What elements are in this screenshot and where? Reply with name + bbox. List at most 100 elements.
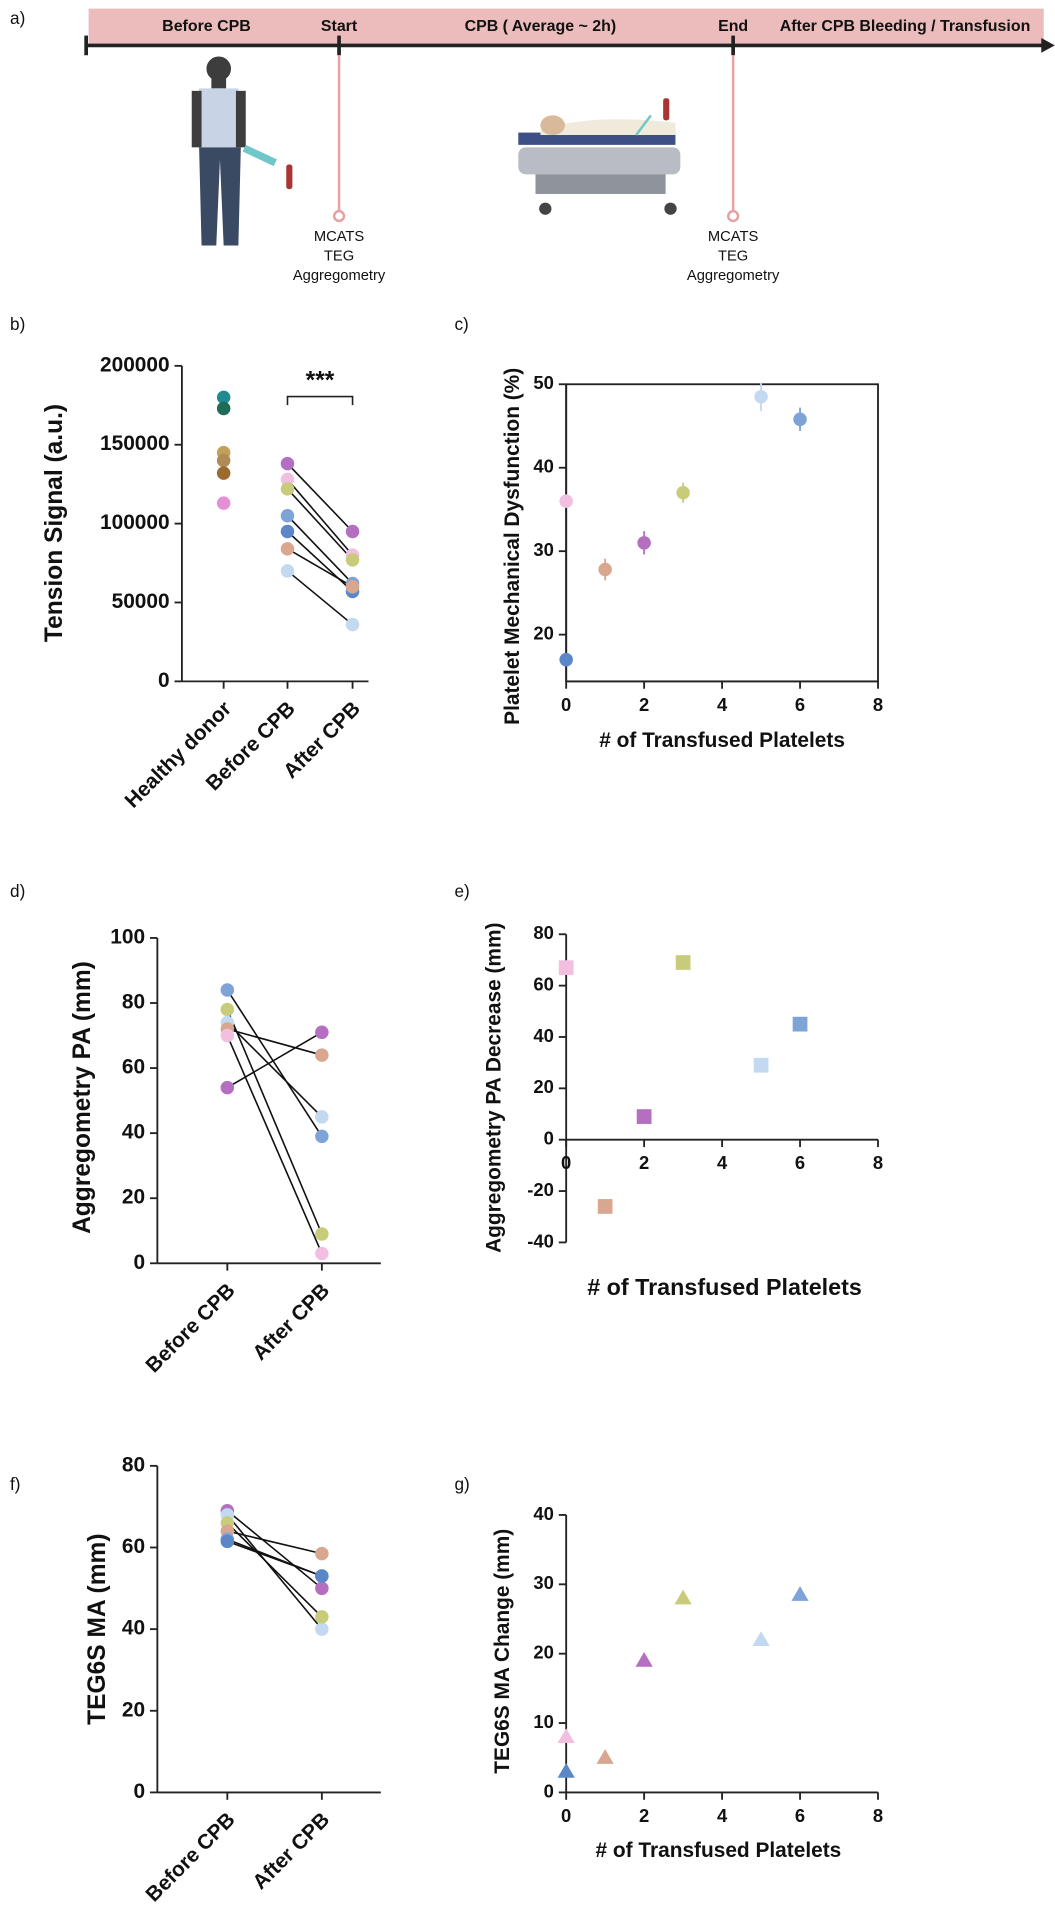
phase-label: CPB ( Average ~ 2h): [465, 18, 617, 35]
point: [315, 1581, 329, 1596]
pair-line: [226, 1522, 323, 1618]
y-tick-label: 40: [533, 1025, 553, 1046]
point: [558, 960, 574, 976]
y-tick-label: 60: [533, 973, 553, 994]
point: [280, 564, 295, 578]
x-tick-label: 2: [639, 1805, 649, 1826]
x-axis-label: # of Transfused Platelets: [599, 729, 845, 752]
test-label: MCATS: [708, 229, 759, 245]
donor-illustration: [191, 56, 293, 246]
point: [216, 401, 231, 416]
panel-label: e): [454, 881, 469, 901]
x-tick-label: 8: [873, 1152, 883, 1173]
point: [345, 617, 360, 632]
point: [559, 494, 573, 508]
x-tick-label: 6: [795, 1152, 805, 1173]
point: [557, 1728, 575, 1744]
significance-bracket: [286, 395, 354, 406]
point: [636, 1109, 652, 1124]
point: [675, 955, 691, 970]
point: [220, 983, 235, 997]
panel-label: f): [10, 1474, 21, 1494]
point: [220, 1028, 235, 1043]
y-tick-label: 100000: [100, 511, 170, 534]
panel-label: b): [10, 314, 25, 334]
point: [220, 1002, 235, 1017]
pair-line: [286, 570, 354, 626]
timeline: [84, 8, 1055, 246]
pair-line: [286, 463, 354, 533]
x-tick-label: 8: [873, 1805, 883, 1826]
y-tick-label: 80: [122, 1453, 145, 1476]
y-axis-label: TEG6S MA Change (mm): [491, 1529, 514, 1774]
y-tick-label: -40: [527, 1230, 554, 1251]
pair-line: [287, 548, 353, 588]
point: [220, 1080, 235, 1095]
point: [674, 1589, 692, 1605]
test-label: Aggregometry: [687, 268, 780, 284]
y-tick-label: 80: [122, 991, 145, 1014]
test-label: TEG: [718, 248, 748, 264]
point: [637, 536, 651, 550]
point: [345, 524, 360, 539]
patient-illustration: [518, 98, 681, 215]
point: [559, 652, 573, 667]
point: [315, 1610, 329, 1624]
pair-line: [226, 1009, 323, 1235]
y-tick-label: -20: [527, 1179, 554, 1200]
y-tick-label: 50000: [112, 590, 170, 613]
y-axis-label: Aggregometry PA Decrease (mm): [482, 923, 505, 1253]
pair-line: [226, 1031, 323, 1089]
x-tick-label: 8: [873, 694, 883, 715]
pair-line: [286, 530, 354, 593]
point: [676, 486, 690, 500]
plot-frame: [565, 383, 879, 683]
x-tick-label: 0: [561, 694, 571, 715]
sample-point: [726, 209, 740, 223]
timeline-band: [88, 8, 1044, 46]
x-tick-label: 6: [795, 694, 805, 715]
point: [216, 453, 231, 468]
phase-label: Start: [321, 18, 358, 35]
pair-line: [226, 1035, 323, 1254]
y-tick-label: 50: [533, 372, 553, 393]
point: [791, 1586, 809, 1601]
point: [315, 1048, 329, 1062]
point: [635, 1652, 653, 1667]
phase-label: After CPB Bleeding / Transfusion: [780, 18, 1031, 35]
pair-line: [226, 1514, 323, 1630]
x-tick-label: 0: [561, 1152, 571, 1173]
pair-line: [286, 478, 354, 556]
point: [220, 1534, 235, 1549]
point: [216, 496, 231, 510]
point: [315, 1246, 329, 1261]
pair-line: [227, 1530, 323, 1555]
y-tick-label: 30: [533, 539, 553, 560]
point: [753, 1057, 769, 1073]
point: [280, 524, 295, 539]
x-tick-label: 2: [639, 694, 649, 715]
x-tick-label: After CPB: [248, 1808, 334, 1894]
x-axis-label: # of Transfused Platelets: [596, 1839, 842, 1862]
y-tick-label: 60: [122, 1535, 145, 1558]
y-tick-label: 60: [122, 1056, 145, 1079]
x-tick-label: 4: [717, 1152, 728, 1173]
y-tick-label: 10: [533, 1711, 553, 1732]
pair-line: [286, 515, 354, 585]
x-axis-label: # of Transfused Platelets: [587, 1274, 862, 1300]
y-tick-label: 0: [544, 1128, 554, 1149]
point: [216, 466, 231, 480]
annotation: ***: [306, 367, 335, 394]
point: [752, 1631, 770, 1646]
point: [315, 1227, 329, 1241]
y-tick-label: 40: [533, 456, 553, 477]
panel-label: c): [454, 314, 468, 334]
point: [754, 390, 768, 404]
sample-point: [332, 209, 346, 223]
y-tick-label: 20: [533, 1076, 553, 1097]
y-tick-label: 20: [533, 1642, 553, 1663]
x-tick-label: 4: [717, 694, 728, 715]
pair-line: [286, 488, 354, 561]
point: [315, 1110, 329, 1124]
